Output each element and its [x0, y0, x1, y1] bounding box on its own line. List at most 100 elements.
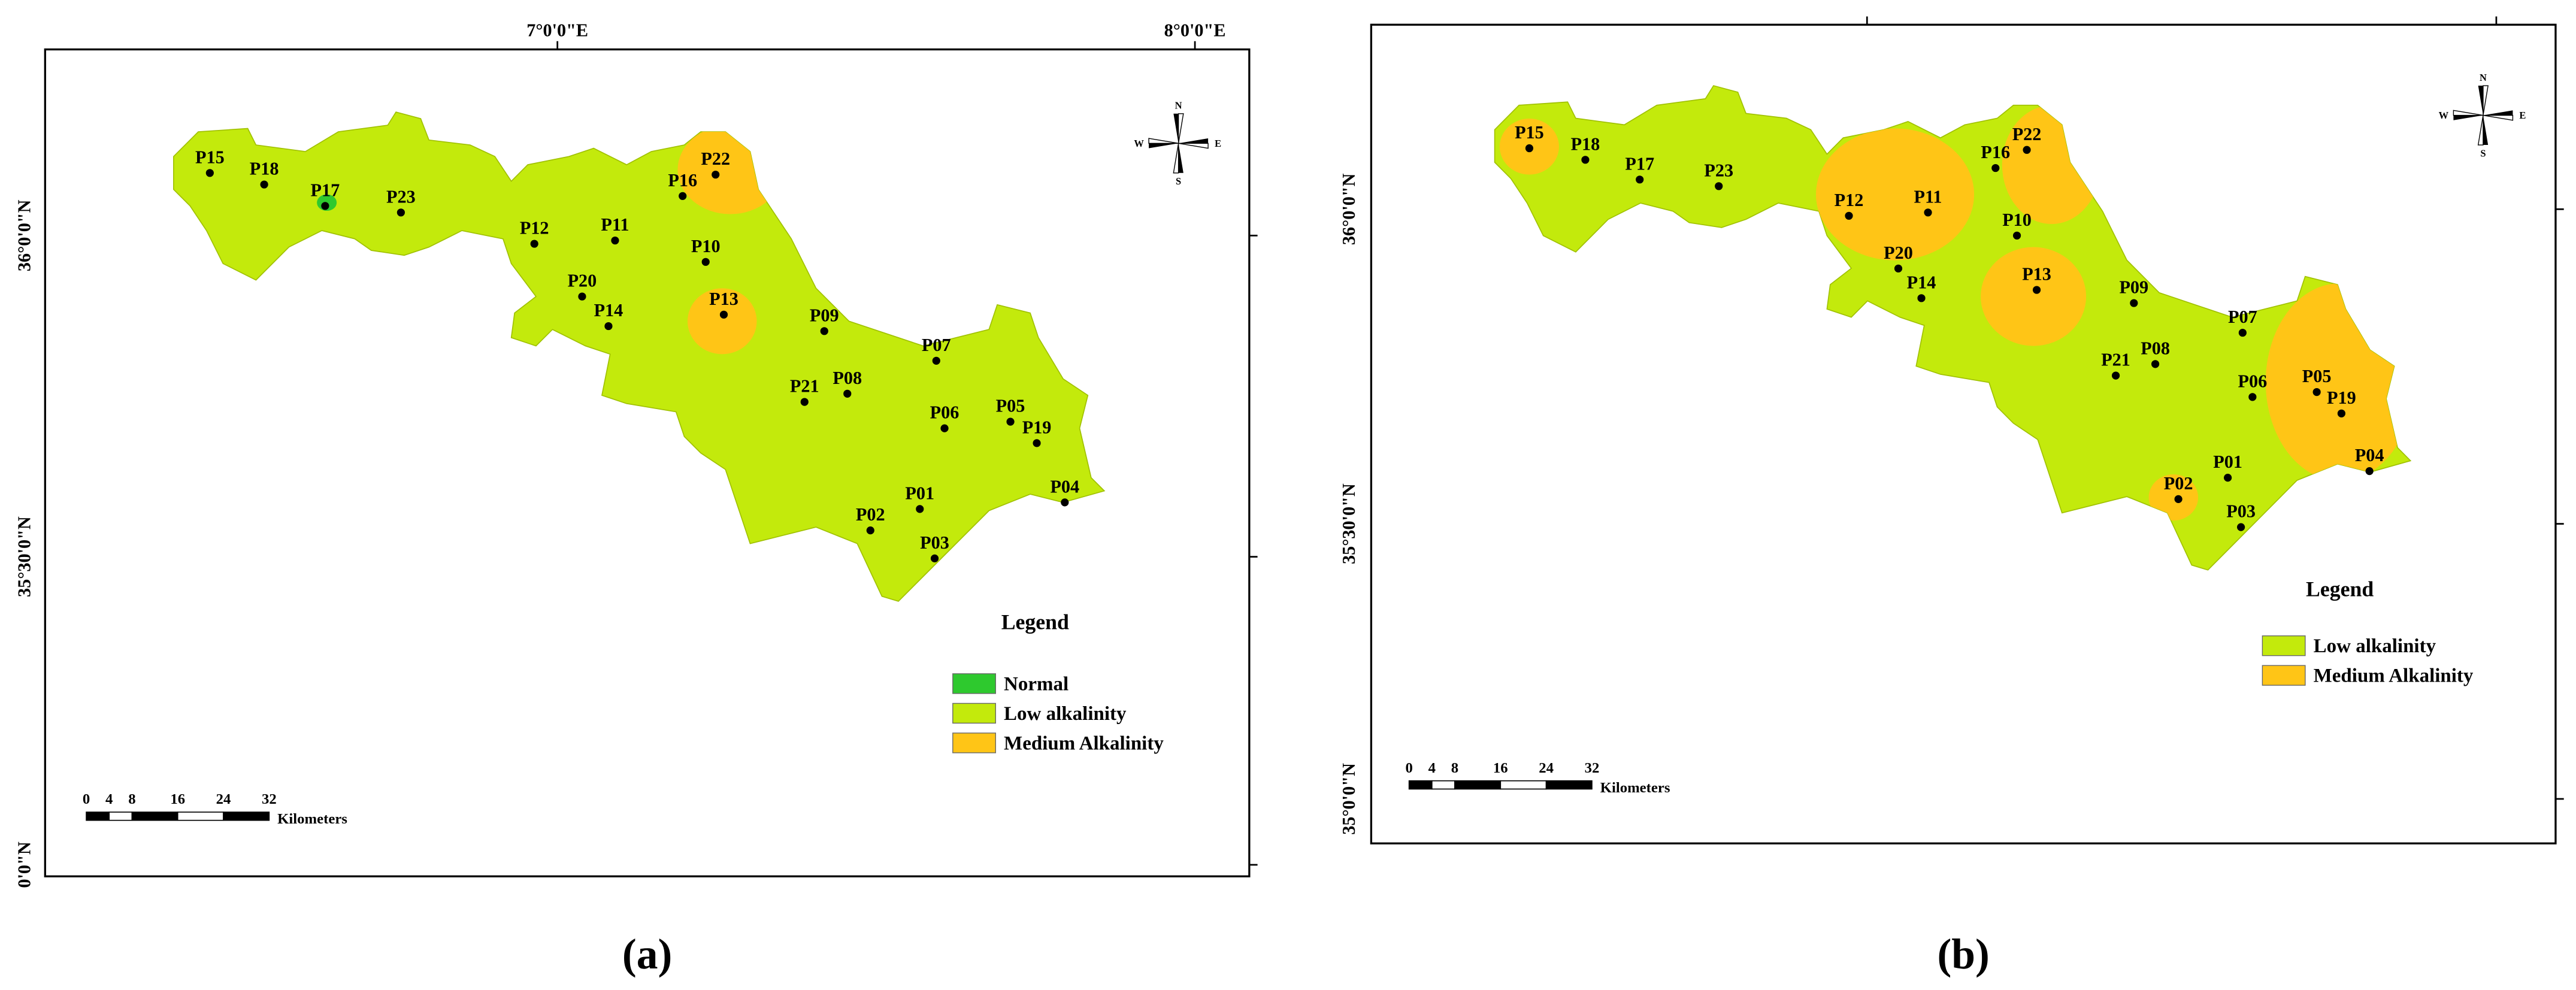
sample-point — [701, 258, 710, 266]
compass-letter: S — [2480, 147, 2486, 159]
compass-letter: E — [1215, 138, 1221, 149]
latitude-label: 36°0'0"N — [1339, 173, 1359, 245]
point-label: P21 — [2101, 350, 2130, 370]
point-label: P04 — [2355, 445, 2384, 465]
compass-arm — [1148, 138, 1179, 144]
scale-segment — [1408, 780, 1433, 790]
compass-letter: S — [1176, 175, 1181, 187]
point-label: P14 — [594, 300, 623, 320]
point-label: P05 — [996, 396, 1025, 416]
compass-arm — [2483, 114, 2514, 121]
point-label: P23 — [1704, 160, 1733, 180]
point-label: P09 — [810, 305, 839, 325]
compass-arm — [1178, 143, 1209, 149]
point-label: P12 — [520, 218, 549, 238]
compass-letter: E — [2519, 110, 2526, 121]
legend-label: Medium Alkalinity — [2314, 665, 2474, 687]
legend-title: Legend — [1001, 610, 1069, 634]
compass-arm — [2453, 110, 2484, 116]
point-label: P08 — [833, 368, 862, 388]
sample-point — [2312, 387, 2321, 396]
sample-point — [843, 389, 852, 398]
scale-unit: Kilometers — [1600, 780, 1670, 796]
scale-segment — [1454, 780, 1502, 790]
point-label: P02 — [2164, 473, 2193, 494]
compass-arm — [1173, 143, 1179, 174]
point-label: P06 — [930, 402, 959, 423]
latitude-label: 0'0"N — [14, 841, 35, 888]
point-label: P17 — [1625, 153, 1654, 174]
sample-point — [2238, 328, 2247, 337]
sample-point — [578, 292, 586, 301]
scale-unit: Kilometers — [277, 811, 347, 827]
sample-point — [1894, 264, 1903, 273]
sample-point — [1006, 417, 1015, 426]
scale-segment — [223, 812, 270, 821]
scale-segment — [108, 812, 133, 821]
compass-arm — [2478, 86, 2483, 116]
point-label: P14 — [1907, 272, 1936, 292]
scale-segment — [1500, 780, 1547, 790]
point-label: P11 — [1914, 186, 1942, 207]
point-label: P18 — [1571, 134, 1600, 154]
point-label: P13 — [2022, 264, 2051, 284]
point-label: P19 — [1022, 417, 1052, 437]
point-label: P08 — [2141, 338, 2170, 358]
point-label: P10 — [2002, 210, 2032, 230]
scale-segment — [177, 812, 224, 821]
sample-point — [2224, 474, 2232, 482]
legend-swatch — [952, 732, 996, 753]
panel-label: (a) — [622, 931, 672, 978]
point-label: P04 — [1050, 476, 1079, 496]
point-label: P12 — [1835, 190, 1864, 210]
alkalinity-zone — [1816, 128, 1975, 261]
sample-point — [940, 424, 949, 432]
compass-letter: N — [2480, 72, 2487, 83]
legend-title: Legend — [2306, 577, 2374, 601]
sample-point — [719, 310, 728, 319]
point-label: P18 — [250, 159, 279, 179]
sample-point — [1033, 439, 1041, 447]
compass-arm — [2483, 85, 2489, 116]
sample-point — [679, 192, 687, 200]
sample-point — [932, 356, 940, 365]
sample-point — [611, 236, 619, 245]
point-label: P13 — [709, 289, 738, 309]
sample-point — [2365, 467, 2374, 476]
scale-segment — [131, 812, 178, 821]
latitude-label: 36°0'0"N — [14, 199, 35, 271]
sample-point — [930, 554, 939, 562]
sample-point — [1845, 211, 1853, 220]
sample-point — [2337, 409, 2345, 417]
sample-point — [1917, 294, 1926, 302]
sample-point — [1715, 182, 1723, 190]
point-label: P03 — [920, 532, 949, 553]
point-label: P15 — [195, 147, 225, 167]
point-label: P06 — [2238, 371, 2268, 391]
longitude-label: 8°0'0"E — [1164, 20, 1226, 41]
point-label: P23 — [386, 186, 416, 207]
point-label: P22 — [2012, 124, 2042, 144]
scale-label: 32 — [1585, 760, 1600, 776]
compass-letter: W — [2439, 110, 2449, 121]
point-label: P09 — [2119, 277, 2148, 298]
sample-point — [2174, 495, 2183, 503]
scale-label: 0 — [83, 791, 90, 807]
point-label: P03 — [2226, 501, 2256, 522]
legend-label: Low alkalinity — [1004, 703, 1127, 725]
sample-point — [604, 322, 613, 331]
compass-letter: N — [1175, 100, 1182, 111]
sample-point — [1525, 144, 1534, 153]
latitude-label: 35°30'0"N — [14, 516, 35, 597]
point-label: P07 — [922, 335, 951, 355]
point-label: P20 — [1884, 243, 1913, 263]
point-label: P11 — [601, 214, 629, 235]
sample-point — [800, 398, 809, 406]
sample-point — [530, 240, 538, 248]
sample-point — [260, 180, 268, 189]
point-label: P22 — [701, 149, 730, 169]
legend-swatch — [2262, 665, 2306, 686]
scale-label: 4 — [105, 791, 113, 807]
sample-point — [1061, 498, 1069, 507]
